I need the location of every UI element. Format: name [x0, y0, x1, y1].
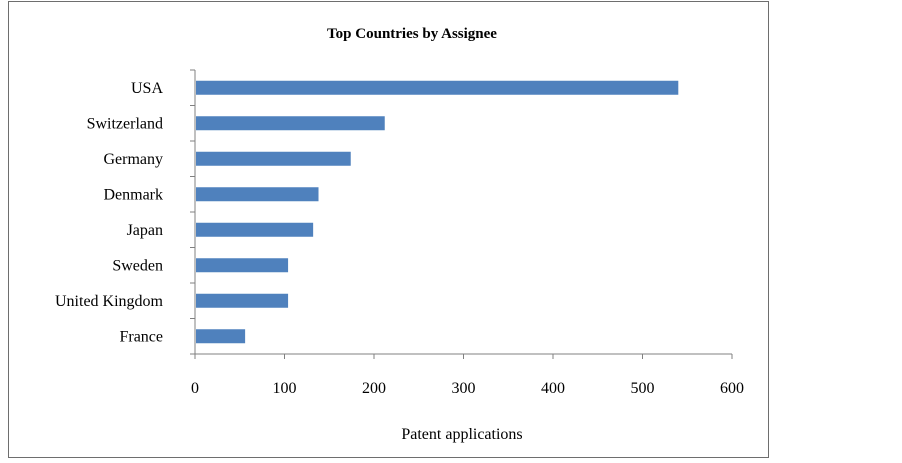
- bar: [196, 293, 289, 308]
- chart-frame: Top Countries by Assignee 0 100 200 300 400 5…: [8, 1, 769, 458]
- chart-svg: Top Countries by Assignee 0 100 200 300 400 5…: [55, 26, 744, 443]
- category-label: Sweden: [112, 257, 163, 274]
- category-label: France: [119, 328, 163, 345]
- category-label: Switzerland: [87, 115, 163, 132]
- x-tick-label: 200: [362, 380, 386, 397]
- category-label: Germany: [103, 151, 163, 168]
- category-label: United Kingdom: [55, 293, 164, 310]
- category-label: Denmark: [103, 186, 163, 203]
- bar: [196, 116, 385, 131]
- x-tick-label: 600: [720, 380, 744, 397]
- x-tick-label: 500: [631, 380, 655, 397]
- x-tick-label: 300: [452, 380, 476, 397]
- bar: [196, 187, 319, 202]
- chart-title: Top Countries by Assignee: [327, 26, 497, 42]
- category-label: Japan: [127, 222, 163, 239]
- x-tick-label: 100: [273, 380, 297, 397]
- bar: [196, 80, 679, 95]
- x-tick-label: 400: [541, 380, 565, 397]
- bar: [196, 329, 246, 344]
- category-label: USA: [131, 80, 163, 97]
- bar: [196, 151, 351, 166]
- bar: [196, 258, 289, 273]
- x-tick-label: 0: [191, 380, 199, 397]
- x-axis-title: Patent applications: [401, 426, 522, 443]
- bar: [196, 222, 314, 237]
- plot-area: 0 100 200 300 400 500 600 USA Switzerland Germany…: [55, 69, 744, 397]
